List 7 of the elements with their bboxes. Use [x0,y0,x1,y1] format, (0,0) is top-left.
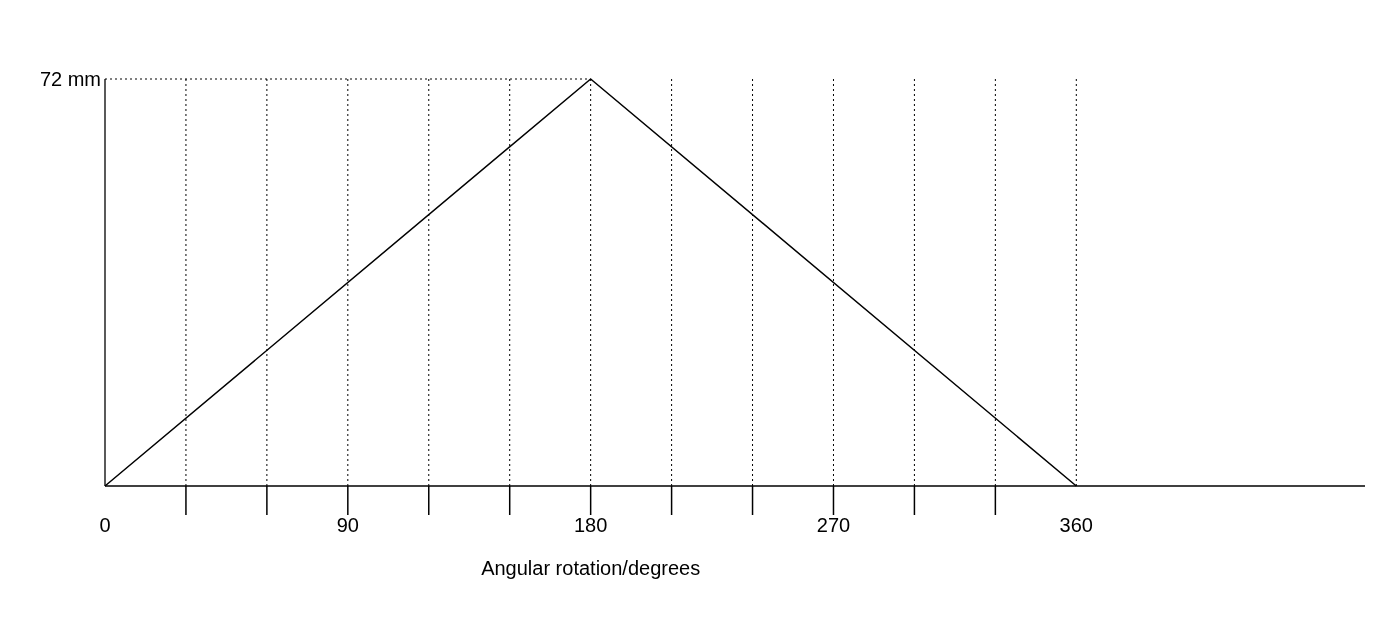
x-tick-label: 180 [573,514,608,536]
x-tick-label: 360 [1059,514,1093,536]
x-tick-label: 270 [816,514,851,536]
text: 72 mm [39,68,101,90]
x-tick-label: 90 [336,514,359,536]
x-axis-title: Angular rotation/degrees [481,557,701,579]
x-tick-label: 0 [99,514,111,536]
